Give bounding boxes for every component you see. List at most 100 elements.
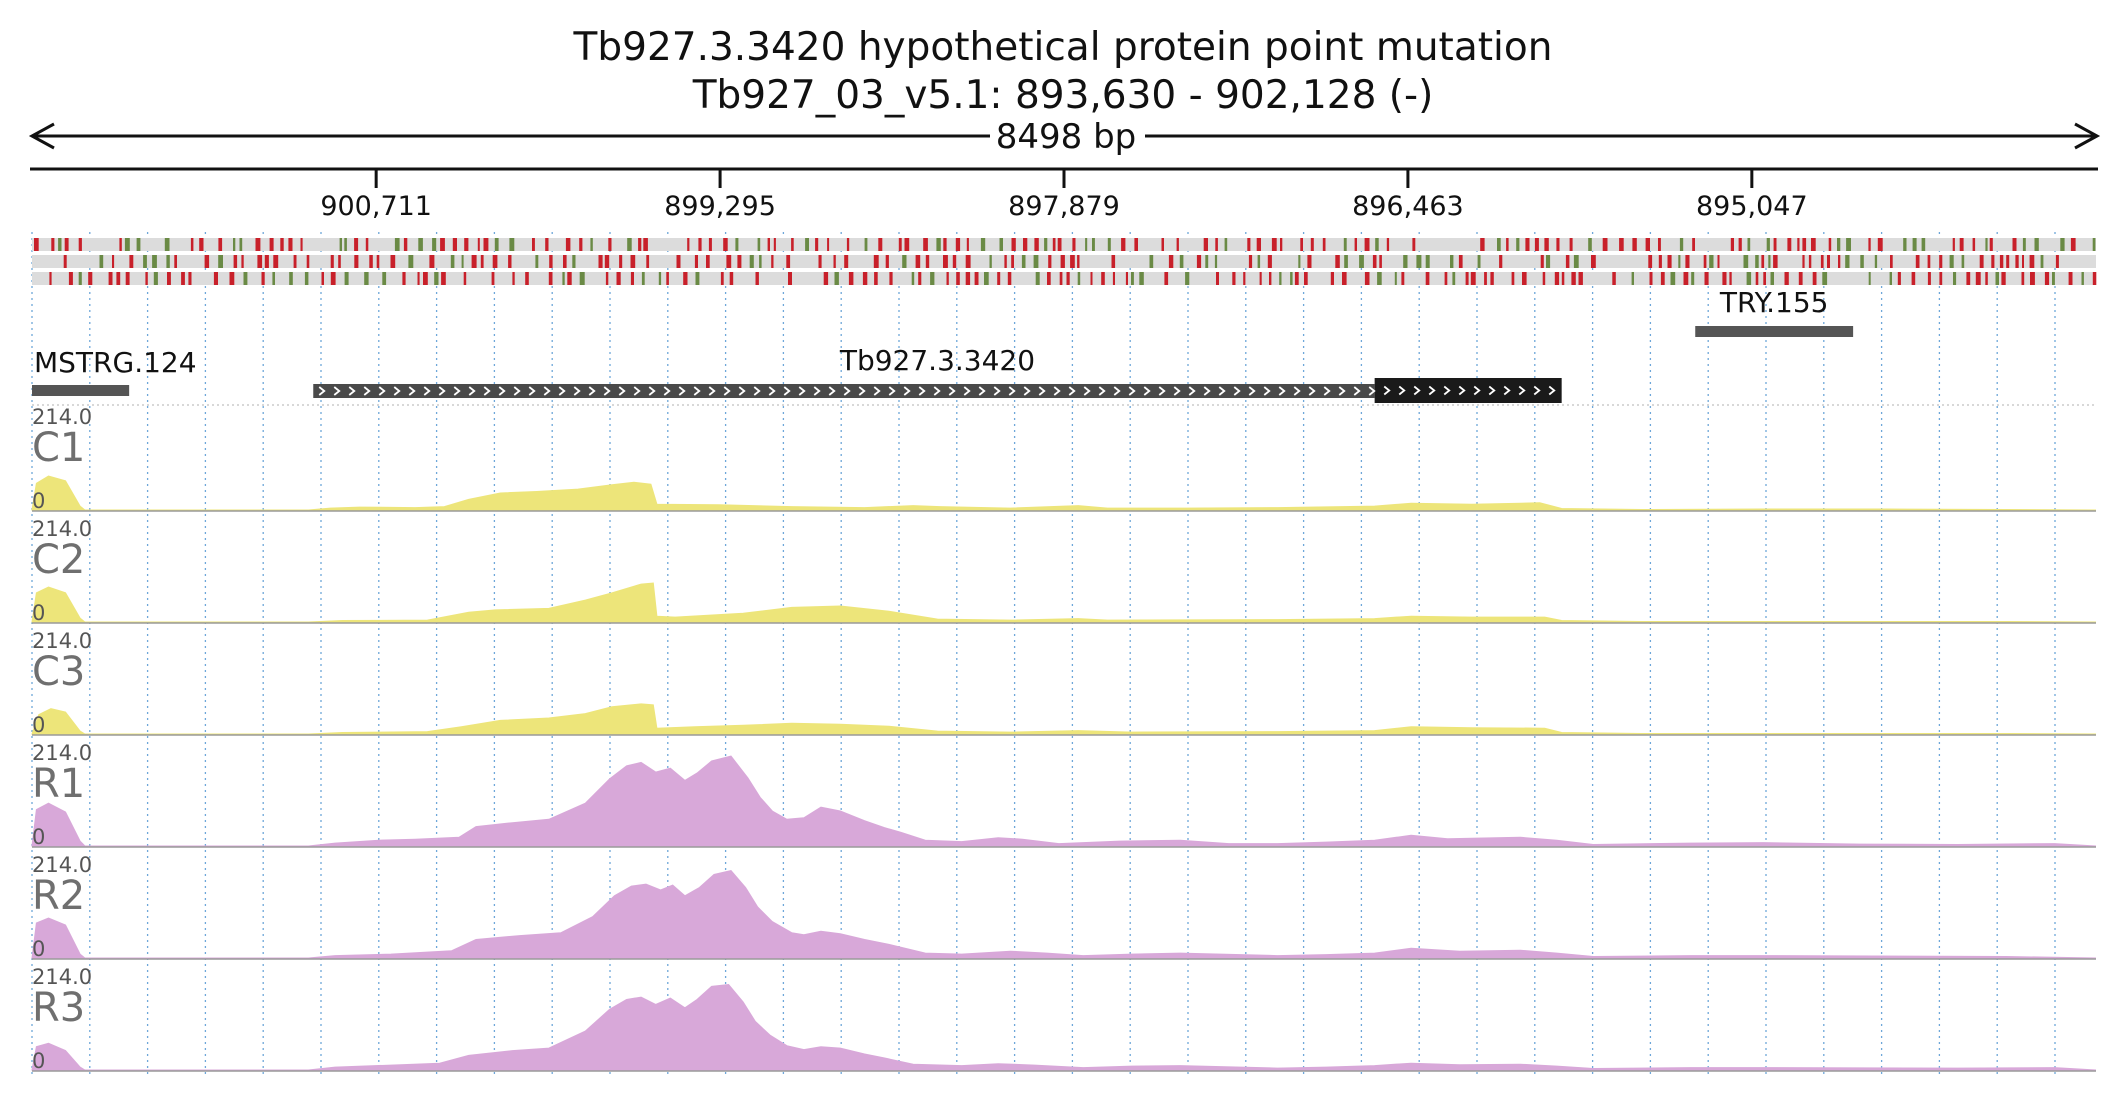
- track-max-label: 214.0: [32, 629, 92, 653]
- strand-arrow-icon: [1338, 386, 1346, 396]
- coverage-area-c1: [31, 475, 2097, 511]
- mutation-mark: [108, 272, 113, 285]
- mutation-mark: [2081, 272, 2084, 285]
- mutation-mark: [1343, 238, 1347, 251]
- mutation-mark: [873, 255, 879, 268]
- mutation-mark: [1717, 255, 1720, 268]
- mutation-mark: [408, 255, 414, 268]
- mutation-mark: [1107, 238, 1111, 251]
- track-min-label: 0: [32, 601, 45, 625]
- mutation-mark: [1101, 272, 1105, 285]
- mutation-mark: [818, 255, 822, 268]
- mutation-mark: [1047, 272, 1051, 285]
- mutation-mark: [1961, 255, 1965, 268]
- track-max-label: 214.0: [32, 965, 92, 989]
- mutation-mark: [190, 238, 194, 251]
- mutation-mark: [1516, 238, 1520, 251]
- mutation-mark: [1131, 272, 1134, 285]
- mutation-mark: [641, 272, 645, 285]
- mutation-mark: [1057, 238, 1062, 251]
- mutation-mark: [1247, 238, 1251, 251]
- mutation-mark: [1991, 255, 1995, 268]
- mutation-mark: [119, 238, 122, 251]
- mutation-mark: [1224, 238, 1228, 251]
- mutation-mark: [188, 272, 192, 285]
- mutation-mark: [952, 255, 957, 268]
- mutation-mark: [136, 238, 141, 251]
- mutation-mark: [771, 255, 774, 268]
- mutation-mark: [1271, 238, 1277, 251]
- strand-arrow-icon: [1173, 386, 1181, 396]
- mutation-mark: [1578, 272, 1583, 285]
- mutation-mark: [1085, 238, 1088, 251]
- mutation-mark: [116, 272, 121, 285]
- mutation-mark: [1912, 238, 1917, 251]
- mutation-mark: [1565, 255, 1570, 268]
- mutation-mark: [508, 255, 512, 268]
- mutation-mark: [1838, 255, 1841, 268]
- mutation-mark: [902, 255, 907, 268]
- mutation-mark: [788, 272, 792, 285]
- mutation-mark: [1052, 238, 1056, 251]
- mutation-mark: [2030, 272, 2035, 285]
- mutation-mark: [1797, 238, 1800, 251]
- strand-arrow-icon: [1068, 386, 1076, 396]
- mutation-mark: [1544, 238, 1549, 251]
- mutation-mark: [1729, 272, 1732, 285]
- strand-arrow-icon: [1323, 386, 1331, 396]
- mutation-mark: [1499, 255, 1503, 268]
- strand-arrow-icon: [528, 386, 536, 396]
- mutation-mark: [330, 272, 336, 285]
- strand-arrow-icon: [1308, 386, 1316, 396]
- mutation-mark: [166, 255, 170, 268]
- mutation-mark: [726, 255, 732, 268]
- strand-arrow-icon: [1233, 386, 1241, 396]
- mutation-mark: [199, 238, 204, 251]
- mutation-mark: [129, 255, 134, 268]
- mutation-mark: [1632, 238, 1637, 251]
- mutation-mark: [1903, 238, 1907, 251]
- mutation-mark: [264, 255, 269, 268]
- mutation-mark: [255, 238, 261, 251]
- mutation-mark: [450, 255, 455, 268]
- mutation-mark: [605, 272, 609, 285]
- mutation-mark: [1059, 272, 1063, 285]
- mutation-mark: [2060, 238, 2065, 251]
- mutation-mark: [874, 272, 878, 285]
- mutation-mark: [1269, 272, 1272, 285]
- mutation-mark: [878, 238, 883, 251]
- track-max-label: 214.0: [32, 853, 92, 877]
- chart-title: Tb927.3.3420 hypothetical protein point …: [573, 25, 1553, 70]
- track-name-label: R3: [32, 985, 85, 1031]
- strand-arrow-icon: [1293, 386, 1301, 396]
- track-max-label: 214.0: [32, 405, 92, 429]
- mutation-mark: [174, 255, 177, 268]
- mutation-mark: [767, 238, 770, 251]
- mutation-mark: [956, 272, 960, 285]
- mutation-mark: [999, 238, 1003, 251]
- mutation-mark: [1939, 255, 1943, 268]
- strand-arrow-icon: [978, 386, 986, 396]
- tick-label-2: 897,879: [1008, 191, 1120, 222]
- mutation-mark: [1802, 255, 1805, 268]
- mutation-mark: [911, 272, 915, 285]
- mutation-mark: [1975, 272, 1981, 285]
- strand-arrow-icon: [573, 386, 581, 396]
- strand-arrow-icon: [903, 386, 911, 396]
- mutation-mark: [452, 238, 457, 251]
- mutation-mark: [1755, 255, 1759, 268]
- strand-arrow-icon: [393, 386, 401, 396]
- strand-arrow-icon: [1533, 385, 1541, 396]
- mutation-mark: [2055, 255, 2059, 268]
- mutation-mark: [1773, 255, 1778, 268]
- mutation-mark: [904, 238, 910, 251]
- mutation-mark: [1746, 272, 1752, 285]
- strand-arrow-icon: [1188, 386, 1196, 396]
- mutation-mark: [997, 272, 1001, 285]
- mutation-mark: [1709, 255, 1714, 268]
- mutation-mark: [229, 272, 235, 285]
- strand-arrow-icon: [1248, 386, 1256, 396]
- mutation-mark: [844, 255, 849, 268]
- mutation-mark: [1033, 255, 1039, 268]
